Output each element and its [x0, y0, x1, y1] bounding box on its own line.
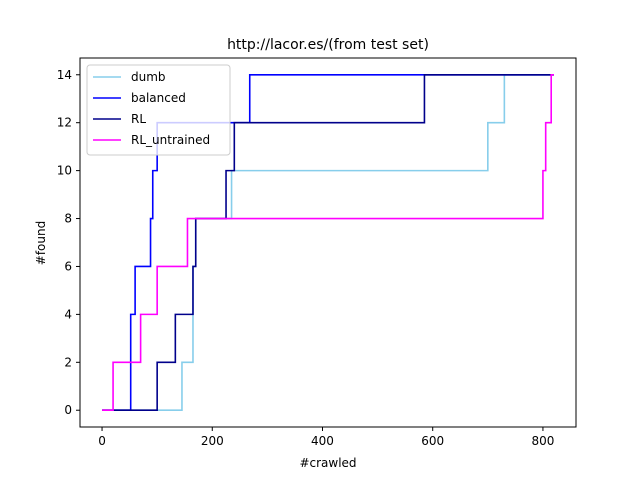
y-tick-label: 12 [57, 116, 72, 130]
legend-label: balanced [131, 91, 186, 105]
x-axis: 0 200 400 600 800 [98, 427, 554, 448]
legend-label: RL [131, 112, 146, 126]
series-line-rl-untrained [102, 73, 554, 412]
x-tick-label: 400 [311, 434, 334, 448]
legend-box [86, 64, 231, 156]
y-tick-label: 8 [64, 212, 72, 226]
plot-frame [79, 57, 577, 428]
x-tick-label: 600 [421, 434, 444, 448]
y-tick-label: 0 [64, 403, 72, 417]
y-tick-label: 4 [64, 307, 72, 321]
x-tick-label: 200 [201, 434, 224, 448]
y-tick-label: 14 [57, 68, 72, 82]
legend-label: dumb [131, 70, 166, 84]
series-line-rl [102, 73, 554, 412]
chart-title: http://lacor.es/(from test set) [227, 37, 429, 53]
x-tick-label: 800 [531, 434, 554, 448]
y-tick-label: 6 [64, 259, 72, 273]
legend-label: RL_untrained [131, 133, 210, 147]
x-tick-label: 0 [98, 434, 106, 448]
x-axis-label: #crawled [299, 456, 356, 470]
series-lines [102, 73, 554, 412]
y-axis-label: #found [34, 221, 48, 265]
y-axis: 0 2 4 6 8 10 12 14 [57, 68, 80, 417]
y-tick-label: 2 [64, 355, 72, 369]
y-tick-label: 10 [57, 164, 72, 178]
legend: dumb balanced RL RL_untrained [86, 64, 231, 156]
